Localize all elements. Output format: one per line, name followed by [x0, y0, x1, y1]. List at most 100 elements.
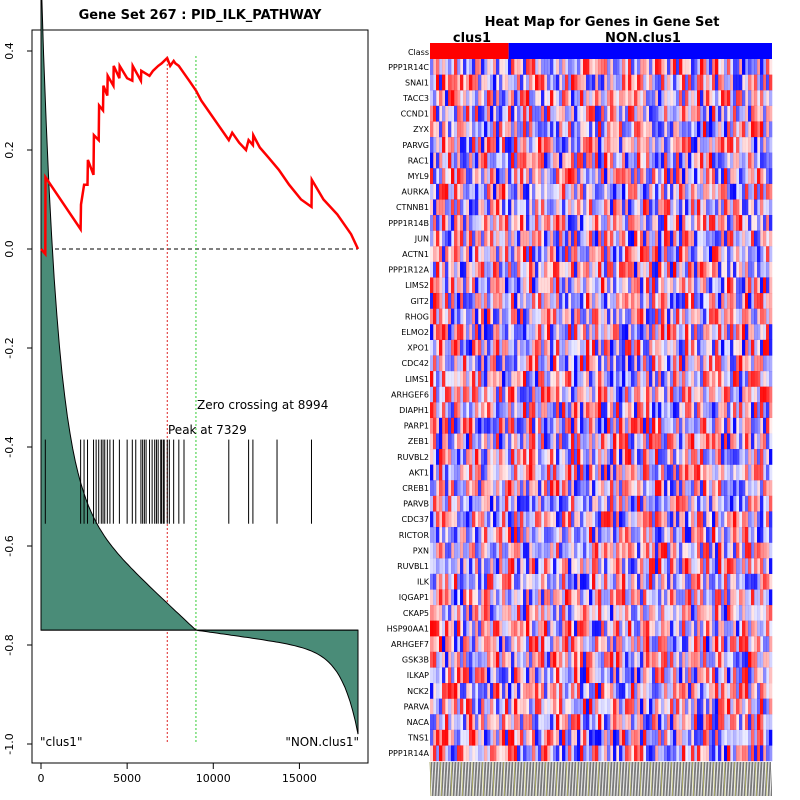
- heatmap-cell: [655, 433, 659, 450]
- heatmap-cell: [634, 683, 638, 699]
- heatmap-cell: [742, 105, 746, 122]
- heatmap-cell: [658, 620, 662, 637]
- heatmap-cell: [562, 449, 566, 465]
- heatmap-cell: [763, 74, 767, 91]
- heatmap-cell: [715, 636, 719, 652]
- heatmap-cell: [748, 355, 752, 372]
- heatmap-cell: [694, 402, 698, 418]
- heatmap-cell: [472, 698, 476, 715]
- heatmap-cell: [520, 573, 524, 590]
- heatmap-cell: [607, 464, 611, 481]
- heatmap-cell: [643, 667, 647, 684]
- heatmap-cell: [553, 417, 557, 434]
- heatmap-cell: [718, 636, 722, 652]
- heatmap-cell: [706, 308, 710, 325]
- heatmap-cell: [502, 355, 506, 372]
- heatmap-cell: [622, 698, 626, 715]
- heatmap-cell: [649, 480, 653, 496]
- heatmap-cell: [520, 417, 524, 434]
- heatmap-cell: [766, 230, 770, 247]
- heatmap-cell: [769, 324, 773, 340]
- heatmap-cell: [496, 339, 500, 356]
- heatmap-cell: [592, 74, 596, 91]
- heatmap-cell: [493, 152, 497, 169]
- heatmap-cell: [664, 105, 668, 122]
- heatmap-cell: [505, 261, 509, 278]
- heatmap-cell: [589, 527, 593, 543]
- heatmap-cell: [688, 121, 692, 138]
- heatmap-cell: [562, 589, 566, 606]
- heatmap-cell: [649, 714, 653, 730]
- heatmap-cell: [730, 355, 734, 372]
- heatmap-cell: [472, 636, 476, 652]
- heatmap-cell: [562, 620, 566, 637]
- heatmap-cell: [748, 168, 752, 184]
- heatmap-cell: [613, 573, 617, 590]
- heatmap-cell: [583, 402, 587, 418]
- heatmap-cell: [733, 417, 737, 434]
- heatmap-cell: [454, 215, 458, 231]
- heatmap-cell: [553, 511, 557, 528]
- heatmap-cell: [616, 293, 620, 309]
- heatmap-cell: [559, 558, 563, 574]
- heatmap-cell: [667, 137, 671, 153]
- heatmap-cell: [565, 230, 569, 247]
- heatmap-cell: [616, 90, 620, 106]
- heatmap-cell: [457, 230, 461, 247]
- heatmap-cell: [733, 293, 737, 309]
- heatmap-cell: [538, 90, 542, 106]
- heatmap-cell: [451, 573, 455, 590]
- heatmap-cell: [748, 667, 752, 684]
- heatmap-cell: [538, 527, 542, 543]
- heatmap-cell: [604, 464, 608, 481]
- heatmap-cell: [601, 371, 605, 387]
- heatmap-cell: [655, 605, 659, 621]
- heatmap-cell: [517, 542, 521, 559]
- heatmap-cell: [454, 636, 458, 652]
- heatmap-cell: [550, 651, 554, 668]
- heatmap-cell: [439, 480, 443, 496]
- heatmap-cell: [478, 293, 482, 309]
- heatmap-cell: [742, 464, 746, 481]
- heatmap-cell: [583, 59, 587, 75]
- heatmap-cell: [580, 152, 584, 169]
- heatmap-cell: [538, 137, 542, 153]
- heatmap-cell: [604, 417, 608, 434]
- heatmap-cell: [649, 168, 653, 184]
- heatmap-cell: [688, 480, 692, 496]
- heatmap-cell: [754, 90, 758, 106]
- heatmap-cell: [688, 714, 692, 730]
- heatmap-cell: [685, 230, 689, 247]
- heatmap-cell: [541, 433, 545, 450]
- heatmap-cell: [760, 417, 764, 434]
- heatmap-cell: [478, 168, 482, 184]
- heatmap-cell: [463, 542, 467, 559]
- heatmap-cell: [514, 449, 518, 465]
- heatmap-cell: [703, 464, 707, 481]
- heatmap-cell: [685, 355, 689, 372]
- heatmap-cell: [445, 714, 449, 730]
- heatmap-cell: [586, 573, 590, 590]
- heatmap-cell: [559, 636, 563, 652]
- heatmap-cell: [439, 511, 443, 528]
- heatmap-cell: [445, 464, 449, 481]
- heatmap-cell: [442, 589, 446, 606]
- heatmap-cell: [514, 573, 518, 590]
- heatmap-cell: [640, 168, 644, 184]
- heatmap-cell: [769, 402, 773, 418]
- heatmap-cell: [739, 215, 743, 231]
- heatmap-cell: [595, 495, 599, 512]
- heatmap-cell: [622, 714, 626, 730]
- heatmap-cell: [754, 74, 758, 91]
- heatmap-cell: [517, 308, 521, 325]
- heatmap-cell: [616, 464, 620, 481]
- heatmap-cell: [547, 589, 551, 606]
- heatmap-cell: [685, 573, 689, 590]
- heatmap-cell: [442, 511, 446, 528]
- heatmap-cell: [463, 74, 467, 91]
- heatmap-cell: [460, 464, 464, 481]
- heatmap-cell: [580, 480, 584, 496]
- heatmap-cell: [568, 339, 572, 356]
- heatmap-cell: [688, 636, 692, 652]
- heatmap-cell: [640, 495, 644, 512]
